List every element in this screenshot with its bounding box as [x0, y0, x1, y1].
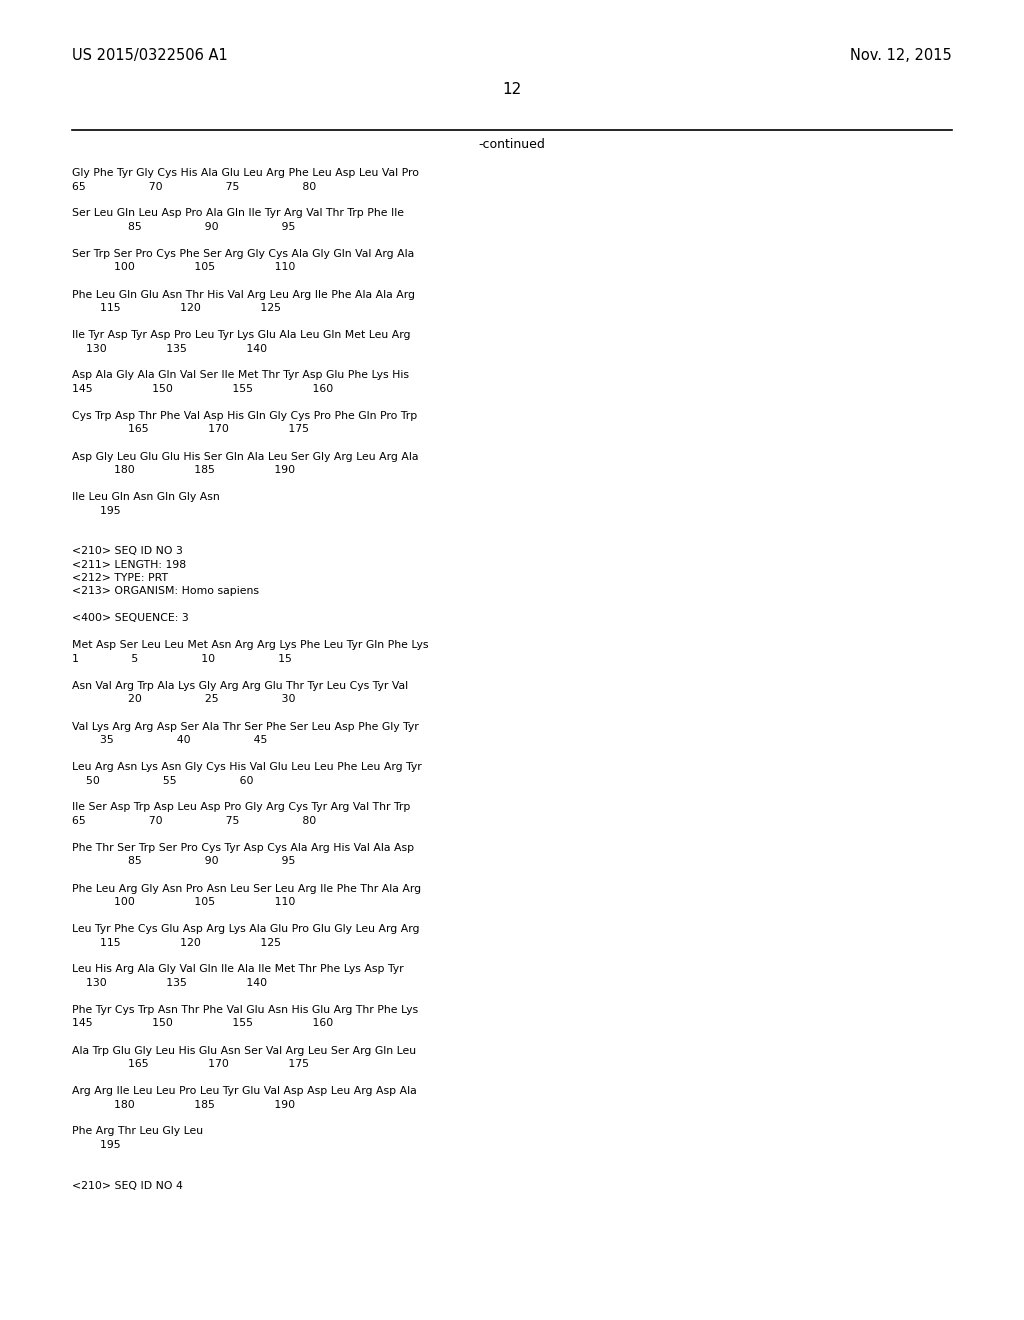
Text: 100                 105                 110: 100 105 110: [72, 263, 295, 272]
Text: <210> SEQ ID NO 4: <210> SEQ ID NO 4: [72, 1180, 183, 1191]
Text: 180                 185                 190: 180 185 190: [72, 1100, 295, 1110]
Text: Cys Trp Asp Thr Phe Val Asp His Gln Gly Cys Pro Phe Gln Pro Trp: Cys Trp Asp Thr Phe Val Asp His Gln Gly …: [72, 411, 417, 421]
Text: Asp Ala Gly Ala Gln Val Ser Ile Met Thr Tyr Asp Glu Phe Lys His: Asp Ala Gly Ala Gln Val Ser Ile Met Thr …: [72, 371, 409, 380]
Text: 165                 170                 175: 165 170 175: [72, 1059, 309, 1069]
Text: 145                 150                 155                 160: 145 150 155 160: [72, 1019, 333, 1028]
Text: Val Lys Arg Arg Asp Ser Ala Thr Ser Phe Ser Leu Asp Phe Gly Tyr: Val Lys Arg Arg Asp Ser Ala Thr Ser Phe …: [72, 722, 419, 731]
Text: 115                 120                 125: 115 120 125: [72, 304, 281, 313]
Text: 145                 150                 155                 160: 145 150 155 160: [72, 384, 333, 393]
Text: 65                  70                  75                  80: 65 70 75 80: [72, 816, 316, 826]
Text: Asp Gly Leu Glu Glu His Ser Gln Ala Leu Ser Gly Arg Leu Arg Ala: Asp Gly Leu Glu Glu His Ser Gln Ala Leu …: [72, 451, 419, 462]
Text: Met Asp Ser Leu Leu Met Asn Arg Arg Lys Phe Leu Tyr Gln Phe Lys: Met Asp Ser Leu Leu Met Asn Arg Arg Lys …: [72, 640, 428, 651]
Text: <211> LENGTH: 198: <211> LENGTH: 198: [72, 560, 186, 569]
Text: Phe Thr Ser Trp Ser Pro Cys Tyr Asp Cys Ala Arg His Val Ala Asp: Phe Thr Ser Trp Ser Pro Cys Tyr Asp Cys …: [72, 843, 414, 853]
Text: 65                  70                  75                  80: 65 70 75 80: [72, 181, 316, 191]
Text: 165                 170                 175: 165 170 175: [72, 425, 309, 434]
Text: <212> TYPE: PRT: <212> TYPE: PRT: [72, 573, 168, 583]
Text: <400> SEQUENCE: 3: <400> SEQUENCE: 3: [72, 614, 188, 623]
Text: 1               5                  10                  15: 1 5 10 15: [72, 653, 292, 664]
Text: <213> ORGANISM: Homo sapiens: <213> ORGANISM: Homo sapiens: [72, 586, 259, 597]
Text: Leu Tyr Phe Cys Glu Asp Arg Lys Ala Glu Pro Glu Gly Leu Arg Arg: Leu Tyr Phe Cys Glu Asp Arg Lys Ala Glu …: [72, 924, 420, 935]
Text: <210> SEQ ID NO 3: <210> SEQ ID NO 3: [72, 546, 183, 556]
Text: Gly Phe Tyr Gly Cys His Ala Glu Leu Arg Phe Leu Asp Leu Val Pro: Gly Phe Tyr Gly Cys His Ala Glu Leu Arg …: [72, 168, 419, 178]
Text: Ile Tyr Asp Tyr Asp Pro Leu Tyr Lys Glu Ala Leu Gln Met Leu Arg: Ile Tyr Asp Tyr Asp Pro Leu Tyr Lys Glu …: [72, 330, 411, 341]
Text: 20                  25                  30: 20 25 30: [72, 694, 296, 705]
Text: Leu His Arg Ala Gly Val Gln Ile Ala Ile Met Thr Phe Lys Asp Tyr: Leu His Arg Ala Gly Val Gln Ile Ala Ile …: [72, 965, 403, 974]
Text: 12: 12: [503, 82, 521, 96]
Text: 35                  40                  45: 35 40 45: [72, 735, 267, 744]
Text: 100                 105                 110: 100 105 110: [72, 898, 295, 907]
Text: Arg Arg Ile Leu Leu Pro Leu Tyr Glu Val Asp Asp Leu Arg Asp Ala: Arg Arg Ile Leu Leu Pro Leu Tyr Glu Val …: [72, 1086, 417, 1096]
Text: Ser Trp Ser Pro Cys Phe Ser Arg Gly Cys Ala Gly Gln Val Arg Ala: Ser Trp Ser Pro Cys Phe Ser Arg Gly Cys …: [72, 249, 415, 259]
Text: US 2015/0322506 A1: US 2015/0322506 A1: [72, 48, 227, 63]
Text: 195: 195: [72, 1140, 121, 1150]
Text: Phe Leu Arg Gly Asn Pro Asn Leu Ser Leu Arg Ile Phe Thr Ala Arg: Phe Leu Arg Gly Asn Pro Asn Leu Ser Leu …: [72, 883, 421, 894]
Text: Ser Leu Gln Leu Asp Pro Ala Gln Ile Tyr Arg Val Thr Trp Phe Ile: Ser Leu Gln Leu Asp Pro Ala Gln Ile Tyr …: [72, 209, 404, 219]
Text: Leu Arg Asn Lys Asn Gly Cys His Val Glu Leu Leu Phe Leu Arg Tyr: Leu Arg Asn Lys Asn Gly Cys His Val Glu …: [72, 762, 422, 772]
Text: 195: 195: [72, 506, 121, 516]
Text: Phe Leu Gln Glu Asn Thr His Val Arg Leu Arg Ile Phe Ala Ala Arg: Phe Leu Gln Glu Asn Thr His Val Arg Leu …: [72, 289, 415, 300]
Text: Phe Arg Thr Leu Gly Leu: Phe Arg Thr Leu Gly Leu: [72, 1126, 203, 1137]
Text: 115                 120                 125: 115 120 125: [72, 937, 281, 948]
Text: -continued: -continued: [478, 139, 546, 150]
Text: Nov. 12, 2015: Nov. 12, 2015: [850, 48, 952, 63]
Text: Ile Ser Asp Trp Asp Leu Asp Pro Gly Arg Cys Tyr Arg Val Thr Trp: Ile Ser Asp Trp Asp Leu Asp Pro Gly Arg …: [72, 803, 411, 813]
Text: 130                 135                 140: 130 135 140: [72, 978, 267, 987]
Text: 180                 185                 190: 180 185 190: [72, 465, 295, 475]
Text: Phe Tyr Cys Trp Asn Thr Phe Val Glu Asn His Glu Arg Thr Phe Lys: Phe Tyr Cys Trp Asn Thr Phe Val Glu Asn …: [72, 1005, 418, 1015]
Text: 50                  55                  60: 50 55 60: [72, 776, 254, 785]
Text: Asn Val Arg Trp Ala Lys Gly Arg Arg Glu Thr Tyr Leu Cys Tyr Val: Asn Val Arg Trp Ala Lys Gly Arg Arg Glu …: [72, 681, 409, 690]
Text: Ala Trp Glu Gly Leu His Glu Asn Ser Val Arg Leu Ser Arg Gln Leu: Ala Trp Glu Gly Leu His Glu Asn Ser Val …: [72, 1045, 416, 1056]
Text: 85                  90                  95: 85 90 95: [72, 222, 295, 232]
Text: 85                  90                  95: 85 90 95: [72, 857, 295, 866]
Text: Ile Leu Gln Asn Gln Gly Asn: Ile Leu Gln Asn Gln Gly Asn: [72, 492, 220, 502]
Text: 130                 135                 140: 130 135 140: [72, 343, 267, 354]
